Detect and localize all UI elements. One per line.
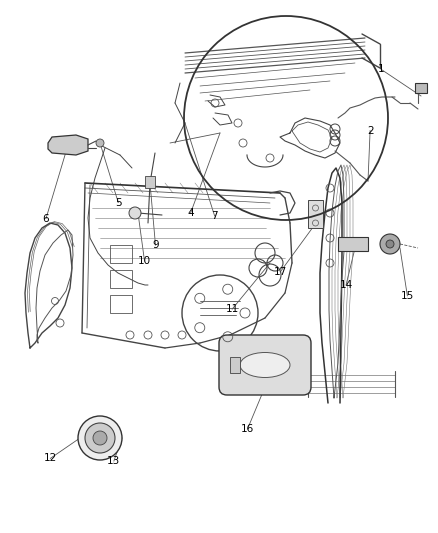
Bar bbox=[308, 200, 323, 228]
Text: 5: 5 bbox=[115, 198, 122, 207]
Bar bbox=[110, 295, 132, 313]
FancyBboxPatch shape bbox=[219, 335, 311, 395]
Bar bbox=[230, 357, 240, 373]
Text: 10: 10 bbox=[138, 256, 151, 266]
Circle shape bbox=[93, 431, 107, 445]
Ellipse shape bbox=[240, 352, 290, 377]
Text: 14: 14 bbox=[339, 280, 353, 290]
Text: 6: 6 bbox=[42, 214, 49, 223]
Text: 7: 7 bbox=[211, 211, 218, 221]
Text: 13: 13 bbox=[107, 456, 120, 466]
Text: 12: 12 bbox=[44, 454, 57, 463]
Circle shape bbox=[85, 423, 115, 453]
Text: 4: 4 bbox=[187, 208, 194, 218]
Circle shape bbox=[78, 416, 122, 460]
Text: 16: 16 bbox=[241, 424, 254, 434]
Bar bbox=[338, 237, 368, 251]
Circle shape bbox=[129, 207, 141, 219]
Text: 17: 17 bbox=[274, 267, 287, 277]
Bar bbox=[415, 83, 427, 93]
Circle shape bbox=[96, 139, 104, 147]
Circle shape bbox=[386, 240, 394, 248]
Bar bbox=[145, 176, 155, 188]
Text: 9: 9 bbox=[152, 240, 159, 250]
Text: 2: 2 bbox=[367, 126, 374, 135]
Bar bbox=[110, 245, 132, 263]
Polygon shape bbox=[48, 135, 88, 155]
Text: 1: 1 bbox=[378, 64, 385, 74]
Text: 15: 15 bbox=[401, 291, 414, 301]
Circle shape bbox=[380, 234, 400, 254]
Text: 11: 11 bbox=[226, 304, 239, 314]
Bar bbox=[110, 270, 132, 288]
